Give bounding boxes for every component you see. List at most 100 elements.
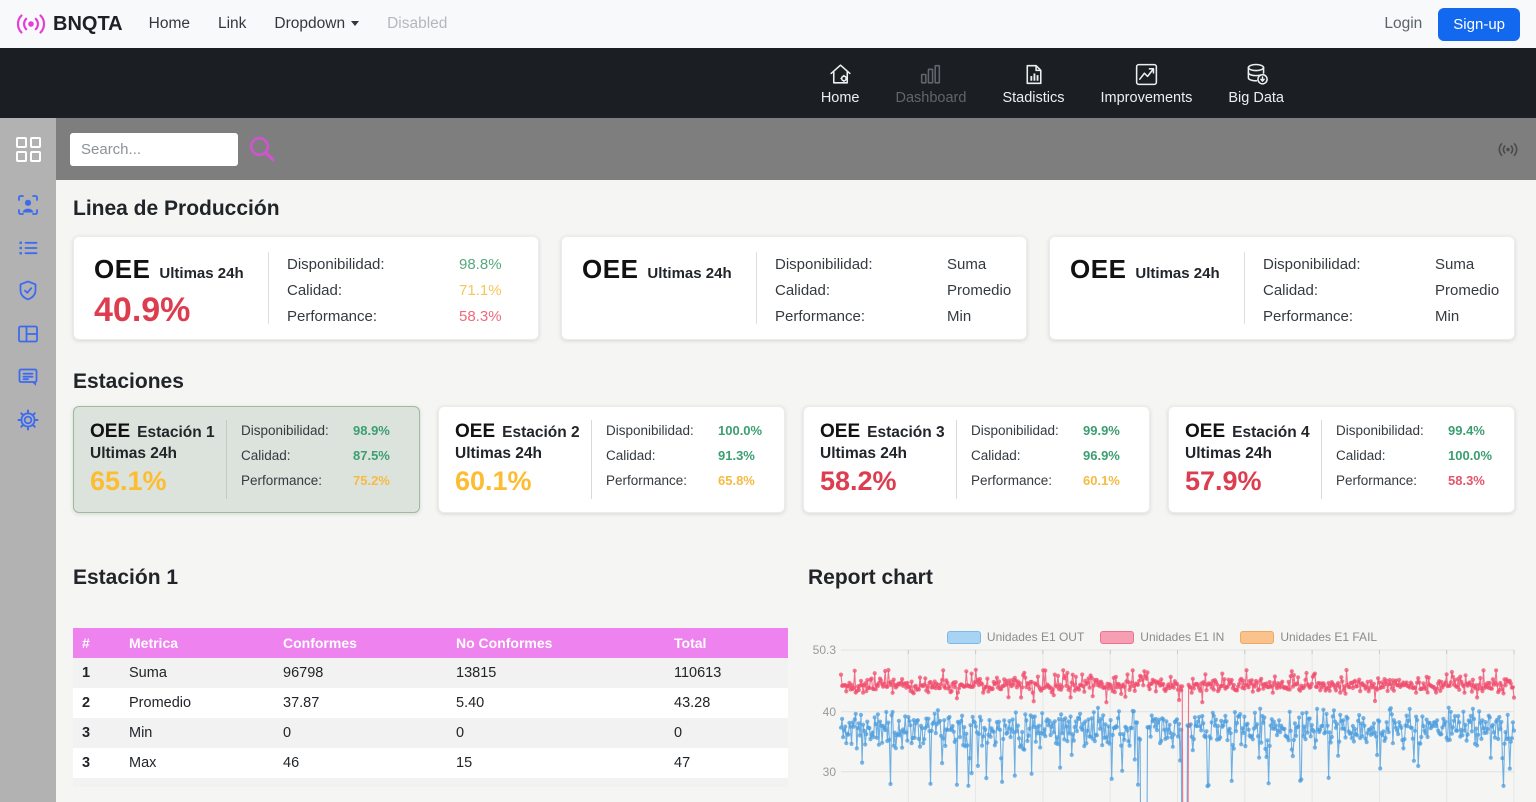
metric-label: Calidad:	[606, 448, 718, 463]
metric-value: 100.0%	[718, 423, 762, 438]
svg-text:40: 40	[823, 705, 837, 719]
oee-card-agg-2[interactable]: OEEUltimas 24h Disponibilidad:Suma Calid…	[1049, 236, 1515, 340]
production-title: Linea de Producción	[73, 197, 280, 221]
metric-label: Disponibilidad:	[1263, 256, 1435, 273]
st-value: 65.1%	[90, 466, 216, 497]
station-cards-row: OEE Estación 1 Ultimas 24h 65.1% Disponib…	[73, 406, 1515, 513]
darknav-dashboard: Dashboard	[896, 61, 967, 106]
oee-subtitle: Ultimas 24h	[1135, 265, 1219, 282]
station-card-1[interactable]: OEE Estación 1 Ultimas 24h 65.1% Disponib…	[73, 406, 420, 513]
nav-link[interactable]: Link	[218, 15, 246, 33]
st-value: 60.1%	[455, 466, 581, 497]
metric-label: Disponibilidad:	[287, 256, 459, 273]
oee-title: OEE	[1070, 254, 1126, 284]
metric-value: 99.4%	[1448, 423, 1485, 438]
col-header: Conformes	[274, 628, 447, 658]
st-oee: OEE	[820, 421, 860, 442]
metric-label: Performance:	[775, 308, 947, 325]
metric-value: 71.1%	[459, 282, 502, 299]
brand[interactable]: BNQTA	[16, 13, 123, 36]
darknav-improvements[interactable]: Improvements	[1101, 61, 1193, 106]
metric-value: 98.9%	[353, 423, 390, 438]
report-chart[interactable]: 50.34030	[808, 633, 1516, 802]
table-cell: Promedio	[120, 688, 274, 718]
layout-table-icon[interactable]	[15, 321, 41, 347]
col-header: No Conformes	[447, 628, 665, 658]
table-cell: 0	[665, 718, 788, 748]
table-cell: 0	[274, 718, 447, 748]
metric-value: 60.1%	[1083, 473, 1120, 488]
metric-value: Min	[947, 308, 971, 325]
metric-label: Calidad:	[1263, 282, 1435, 299]
st-name: Estación 1	[137, 424, 215, 441]
st-subtitle: Ultimas 24h	[455, 445, 581, 463]
list-icon[interactable]	[15, 235, 41, 261]
search-band	[56, 118, 1536, 180]
login-link[interactable]: Login	[1384, 15, 1422, 33]
sidebar-menu-toggle[interactable]	[0, 118, 56, 180]
darknav-label: Home	[821, 90, 860, 106]
metric-label: Performance:	[241, 473, 353, 488]
table-cell: 96798	[274, 658, 447, 688]
user-frame-icon[interactable]	[15, 192, 41, 218]
metric-value: 65.8%	[718, 473, 755, 488]
table-cell: 0	[447, 718, 665, 748]
stations-title: Estaciones	[73, 370, 184, 394]
metric-value: 58.3%	[459, 308, 502, 325]
nav-links: Home Link Dropdown Disabled	[149, 15, 448, 33]
metric-value: Min	[1435, 308, 1459, 325]
metric-label: Disponibilidad:	[241, 423, 353, 438]
col-header: Metrica	[120, 628, 274, 658]
shield-check-icon[interactable]	[15, 278, 41, 304]
gear-icon[interactable]	[15, 407, 41, 433]
st-oee: OEE	[1185, 421, 1225, 442]
topnav-right: Login Sign-up	[1384, 8, 1520, 41]
table-cell: 3	[73, 718, 120, 748]
table-cell: 1	[73, 658, 120, 688]
oee-card-line[interactable]: OEE Ultimas 24h 40.9% Disponibilidad:98.8…	[73, 236, 539, 340]
st-oee: OEE	[455, 421, 495, 442]
metric-value: 98.8%	[459, 256, 502, 273]
metric-value: Suma	[947, 256, 986, 273]
broadcast-icon	[16, 13, 46, 35]
metric-label: Performance:	[1263, 308, 1435, 325]
oee-value: 40.9%	[94, 291, 250, 330]
oee-card-agg-1[interactable]: OEEUltimas 24h Disponibilidad:Suma Calid…	[561, 236, 1027, 340]
bigdata-icon	[1243, 61, 1270, 88]
metric-label: Calidad:	[241, 448, 353, 463]
broadcast-small-icon	[1498, 142, 1518, 157]
station-card-2[interactable]: OEEEstación 2 Ultimas 24h 60.1% Disponib…	[438, 406, 785, 513]
nav-home[interactable]: Home	[149, 15, 190, 33]
st-name: Estación 3	[867, 424, 945, 441]
nav-dropdown[interactable]: Dropdown	[274, 15, 359, 33]
chat-icon[interactable]	[15, 364, 41, 390]
signup-button[interactable]: Sign-up	[1438, 8, 1520, 41]
metric-value: 58.3%	[1448, 473, 1485, 488]
metrics-table: # Metrica Conformes No Conformes Total 1…	[73, 628, 788, 787]
col-header: Total	[665, 628, 788, 658]
search-input[interactable]	[70, 133, 238, 166]
table-cell: 110613	[665, 658, 788, 688]
station-card-4[interactable]: OEEEstación 4 Ultimas 24h 57.9% Disponib…	[1168, 406, 1515, 513]
nav-disabled: Disabled	[387, 15, 447, 33]
metric-label: Performance:	[606, 473, 718, 488]
darknav-stadistics[interactable]: Stadistics	[1002, 61, 1064, 106]
home-icon	[827, 61, 854, 88]
sidebar	[0, 118, 56, 802]
st-subtitle: Ultimas 24h	[90, 445, 216, 463]
st-oee: OEE	[90, 421, 130, 442]
metric-value: 96.9%	[1083, 448, 1120, 463]
top-navbar: BNQTA Home Link Dropdown Disabled Login …	[0, 0, 1536, 48]
darknav-home[interactable]: Home	[821, 61, 860, 106]
table-cell: Min	[120, 718, 274, 748]
metric-value: Promedio	[947, 282, 1011, 299]
darknav-label: Big Data	[1228, 90, 1284, 106]
oee-subtitle: Ultimas 24h	[159, 265, 243, 282]
darknav-bigdata[interactable]: Big Data	[1228, 61, 1284, 106]
table-cell: Max	[120, 748, 274, 778]
station-card-3[interactable]: OEEEstación 3 Ultimas 24h 58.2% Disponib…	[803, 406, 1150, 513]
table-cell: 2	[73, 688, 120, 718]
search-icon[interactable]	[247, 134, 277, 164]
oee-title: OEE	[94, 254, 150, 284]
dashboard-icon	[917, 61, 944, 88]
